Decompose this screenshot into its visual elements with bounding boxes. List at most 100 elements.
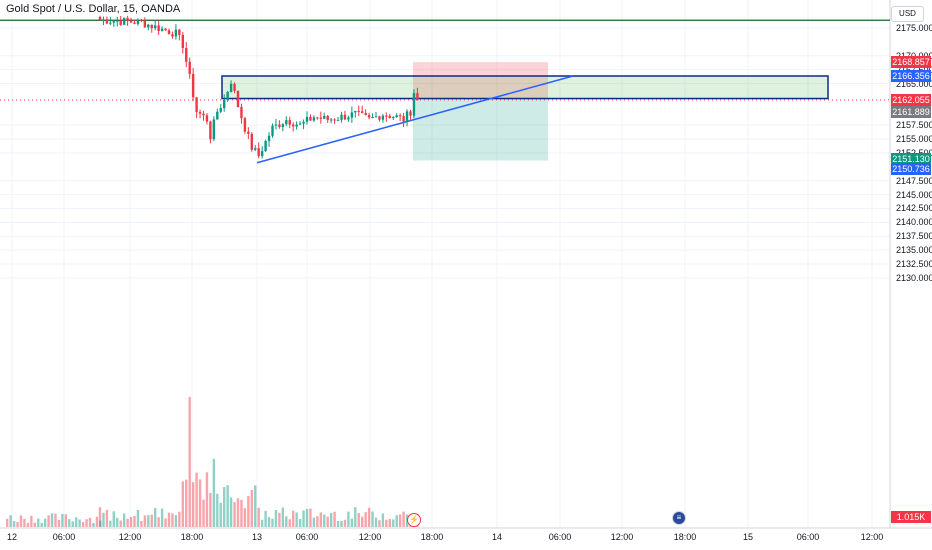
candle — [240, 107, 243, 119]
volume-bar — [71, 521, 74, 527]
candle — [340, 114, 343, 120]
volume-bar — [309, 508, 312, 527]
volume-bar — [216, 493, 219, 527]
candle — [150, 24, 153, 29]
volume-bar — [98, 507, 102, 527]
volume-bar — [12, 520, 16, 527]
candle — [402, 116, 405, 122]
candle — [416, 93, 419, 100]
volume-bar — [295, 512, 298, 527]
volume-bar — [316, 516, 319, 527]
currency-selector[interactable]: USD — [891, 6, 924, 22]
candle — [140, 19, 143, 22]
candle — [229, 83, 233, 92]
price-tick-label: 2147.500 — [896, 175, 932, 186]
volume-bar — [126, 518, 129, 527]
volume-bar — [164, 518, 167, 527]
candle — [412, 93, 416, 116]
volume-bar — [336, 520, 340, 527]
volume-bar — [99, 520, 102, 527]
volume-bar — [236, 498, 240, 527]
volume-bar — [30, 515, 33, 527]
volume-bar — [85, 519, 88, 527]
volume-bar — [92, 522, 95, 527]
price-tick-label: 2142.500 — [896, 203, 932, 214]
price-tag-value: 2151.130 — [892, 153, 930, 164]
volume-bar — [243, 508, 247, 527]
candle — [409, 111, 412, 116]
time-tick-label: 13 — [251, 532, 263, 542]
volume-bar — [395, 515, 398, 527]
candle — [347, 117, 350, 120]
candle — [274, 124, 278, 126]
volume-bar — [157, 517, 160, 527]
candle — [361, 111, 364, 114]
price-tick-label: 2175.000 — [896, 23, 932, 33]
volume-bar — [68, 519, 71, 527]
volume-bar — [240, 499, 243, 527]
candle — [264, 140, 267, 152]
candle — [129, 20, 133, 23]
price-tick-label: 2170.000 — [896, 51, 932, 61]
candle — [278, 124, 281, 128]
volume-bar — [350, 518, 354, 527]
volume-bar — [326, 516, 329, 527]
price-tick-label: 2137.500 — [896, 231, 932, 242]
volume-bar — [402, 511, 405, 527]
chart-title: Gold Spot / U.S. Dollar, 15, OANDA — [4, 2, 183, 16]
candle — [119, 20, 122, 25]
volume-bar — [381, 513, 385, 527]
time-tick-label: 15 — [742, 532, 754, 542]
time-tick-label: 18:00 — [180, 532, 204, 542]
price-tick-label: 2167.500 — [896, 65, 932, 75]
candle — [295, 124, 298, 127]
price-tag: 2161.889 — [891, 105, 931, 118]
candle — [209, 121, 212, 140]
volume-bar — [329, 513, 333, 527]
time-tick-label: 12:00 — [860, 532, 884, 542]
volume-bar — [205, 472, 209, 527]
volume-bar — [19, 515, 23, 527]
volume-bar — [188, 397, 191, 527]
volume-bar — [388, 518, 391, 527]
time-tick-label: 06:00 — [796, 532, 820, 542]
candle — [371, 116, 374, 118]
time-tick-label: 18:00 — [420, 532, 444, 542]
candle — [336, 119, 340, 121]
us-flag-icon[interactable]: ≡ — [672, 511, 686, 525]
price-tag-value: 2150.736 — [892, 163, 930, 174]
volume-bar — [102, 512, 105, 527]
candle — [112, 21, 115, 23]
candle — [247, 131, 250, 134]
candle — [143, 21, 147, 28]
candle — [109, 22, 112, 24]
candle — [378, 116, 381, 120]
price-tick-label: 2132.500 — [896, 259, 932, 269]
candle — [319, 117, 322, 119]
volume-bar — [81, 522, 85, 527]
volume-bar — [50, 513, 54, 527]
volume-bar — [212, 458, 216, 527]
volume-bar — [343, 519, 347, 527]
price-tag: 2151.130 — [891, 152, 931, 165]
candle — [181, 34, 184, 49]
lightning-icon[interactable]: ⚡ — [407, 513, 421, 527]
volume-bar — [75, 517, 78, 527]
time-tick-label: 12:00 — [118, 532, 142, 542]
candle — [309, 116, 312, 121]
volume-bar — [354, 507, 357, 527]
volume-bar — [361, 516, 364, 527]
volume-bar — [9, 515, 12, 527]
candle — [405, 111, 409, 122]
price-tag-value: 2161.889 — [892, 106, 930, 117]
volume-bar — [305, 508, 309, 527]
volume-bar — [23, 519, 26, 527]
volume-bar — [112, 511, 115, 527]
volume-bar — [78, 519, 81, 527]
candle — [392, 117, 395, 119]
volume-bar — [278, 512, 281, 527]
volume-bar — [209, 492, 212, 527]
candle — [195, 97, 198, 113]
